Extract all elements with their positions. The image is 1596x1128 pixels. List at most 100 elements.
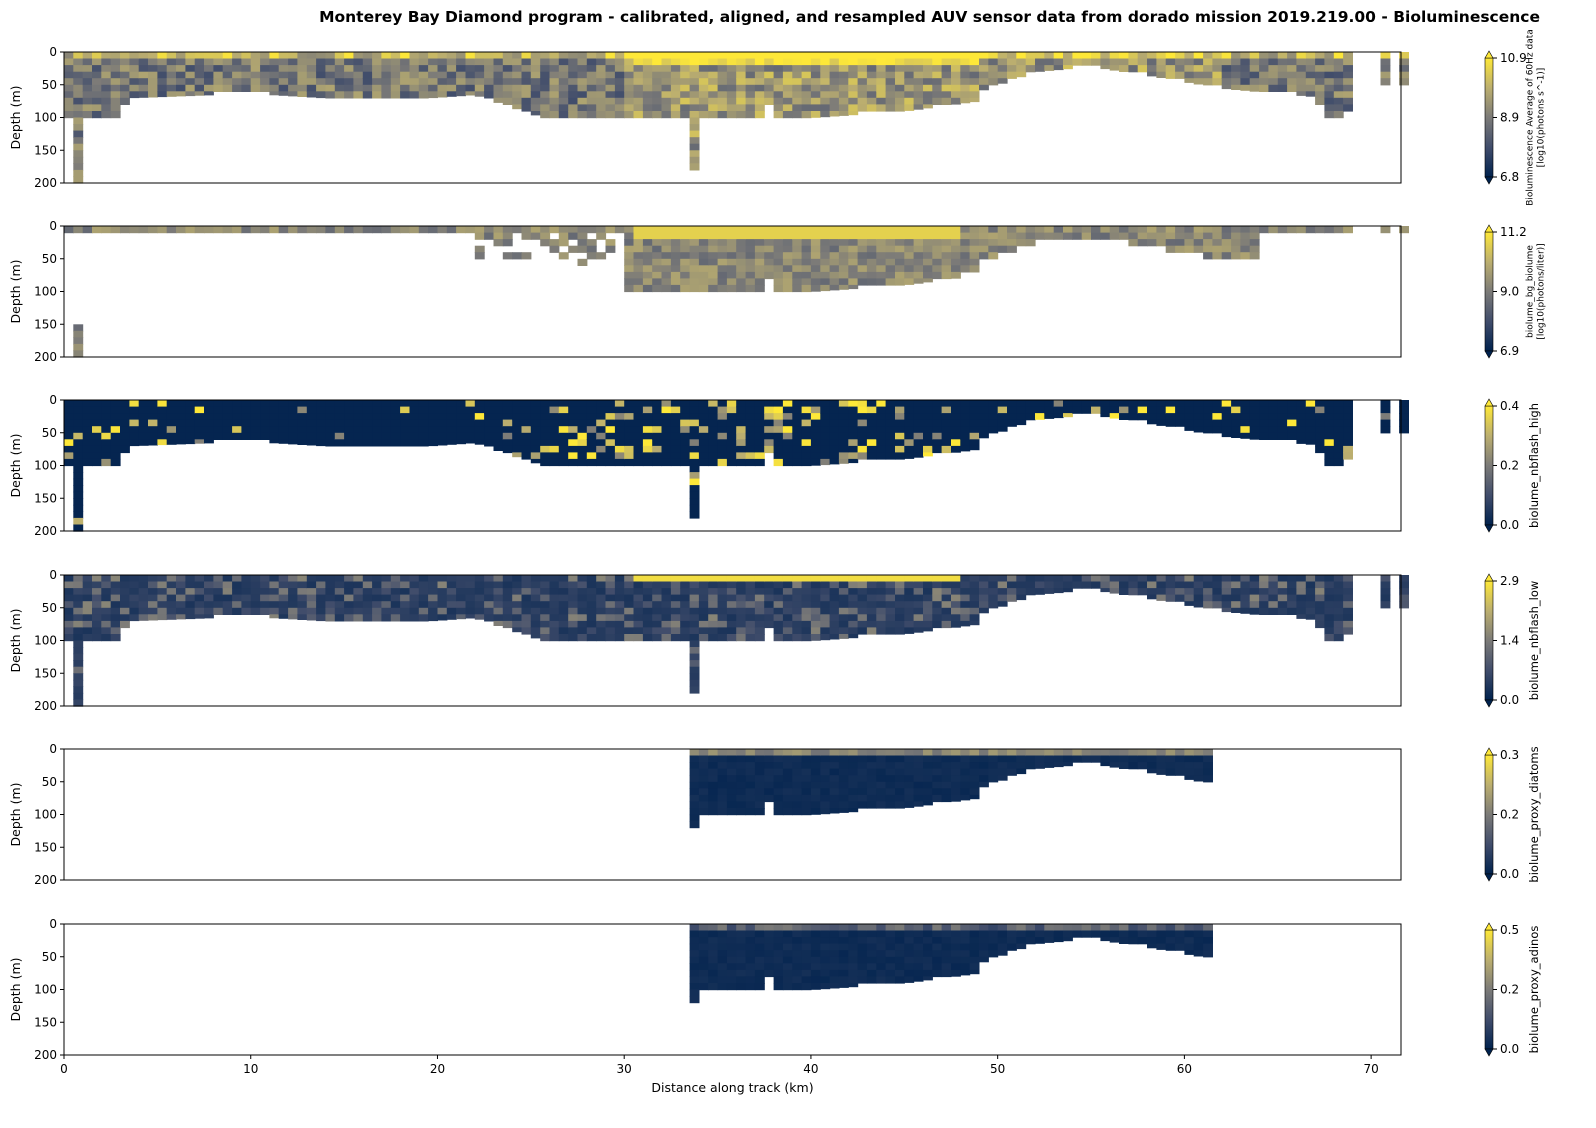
heatmap-cell [92, 458, 102, 467]
heatmap-cell [316, 413, 326, 421]
heatmap-cell [521, 406, 532, 414]
heatmap-cell [82, 419, 93, 427]
heatmap-cell [792, 239, 803, 247]
heatmap-cell [829, 601, 840, 609]
heatmap-cell [1240, 400, 1251, 408]
heatmap-cell [381, 588, 392, 596]
heatmap-cell [624, 265, 635, 273]
heatmap-cell [941, 930, 952, 938]
heatmap-cell [120, 419, 130, 427]
heatmap-cell [1193, 71, 1204, 79]
heatmap-cell [652, 413, 663, 421]
heatmap-cell [951, 78, 961, 86]
heatmap-cell [782, 445, 793, 454]
heatmap-cell [568, 458, 579, 467]
heatmap-cell [1156, 400, 1167, 408]
heatmap-cell [1296, 588, 1307, 596]
heatmap-cell [1137, 226, 1148, 234]
heatmap-cell [1175, 419, 1185, 427]
heatmap-cell [680, 607, 691, 615]
heatmap-cell [754, 258, 765, 266]
heatmap-cell [1305, 413, 1316, 421]
heatmap-cell [689, 627, 700, 635]
heatmap-cell [773, 426, 784, 434]
heatmap-cell [876, 924, 887, 932]
heatmap-cell [717, 252, 728, 260]
y-tick-label: 150 [34, 143, 57, 157]
heatmap-cell [540, 614, 551, 622]
heatmap-cell [941, 956, 952, 964]
heatmap-cell [1399, 601, 1409, 609]
heatmap-cell [1063, 52, 1073, 60]
heatmap-cell [558, 426, 569, 434]
heatmap-cell [1175, 755, 1185, 763]
heatmap-cell [754, 788, 765, 796]
heatmap-cell [838, 749, 849, 757]
heatmap-cell [138, 78, 149, 86]
heatmap-cell [661, 575, 672, 583]
heatmap-cell [596, 400, 607, 408]
heatmap-cell [157, 84, 168, 92]
heatmap-cell [185, 58, 196, 66]
heatmap-cell [773, 749, 784, 757]
heatmap-cell [736, 930, 747, 938]
heatmap-cell [838, 950, 849, 958]
heatmap-cell [838, 84, 849, 92]
colorbar-tick-label: 8.9 [1500, 111, 1519, 125]
heatmap-cell [288, 581, 298, 589]
heatmap-cell [745, 400, 756, 408]
heatmap-cell [624, 271, 635, 280]
heatmap-cell [64, 71, 74, 79]
heatmap-cell [474, 601, 485, 609]
heatmap-cell [157, 432, 168, 440]
heatmap-cell [689, 588, 700, 596]
heatmap-cell [951, 265, 961, 273]
heatmap-cell [680, 252, 691, 260]
heatmap-cell [176, 614, 186, 620]
heatmap-cell [1184, 755, 1195, 763]
heatmap-cell [876, 439, 887, 447]
heatmap-cell [680, 265, 691, 273]
heatmap-cell [782, 84, 793, 92]
heatmap-cell [829, 762, 840, 770]
heatmap-cell [558, 452, 569, 460]
heatmap-cell [185, 78, 196, 86]
heatmap-cell [923, 65, 933, 73]
heatmap-cell [941, 755, 952, 763]
heatmap-cell [624, 452, 635, 460]
heatmap-cell [988, 594, 999, 602]
heatmap-cell [670, 284, 681, 293]
heatmap-cell [1380, 581, 1391, 589]
heatmap-cell [362, 71, 373, 79]
heatmap-cell [773, 575, 784, 583]
heatmap-cell [493, 406, 504, 414]
heatmap-cell [614, 614, 625, 622]
heatmap-cell [969, 924, 980, 932]
heatmap-cell [801, 226, 812, 234]
heatmap-cell [829, 419, 840, 427]
heatmap-cell [605, 594, 616, 602]
heatmap-cell [1240, 588, 1251, 596]
heatmap-cell [92, 226, 102, 234]
heatmap-cell [773, 775, 784, 783]
heatmap-cell [1249, 607, 1260, 615]
heatmap-cell [222, 419, 233, 427]
heatmap-cell [829, 588, 840, 596]
heatmap-cell [838, 65, 849, 73]
heatmap-cell [1016, 943, 1027, 950]
heatmap-cell [1249, 239, 1260, 247]
heatmap-cell [792, 634, 803, 642]
heatmap-cell [1324, 419, 1335, 427]
heatmap-cell [1259, 581, 1269, 589]
heatmap-cell [792, 278, 803, 286]
heatmap-cell [1063, 575, 1073, 583]
heatmap-cell [1324, 226, 1335, 234]
heatmap-cell [530, 78, 541, 86]
heatmap-cell [1063, 413, 1073, 418]
heatmap-cell [213, 413, 224, 421]
heatmap-cell [913, 749, 924, 757]
heatmap-cell [1296, 71, 1307, 79]
heatmap-cell [736, 801, 747, 809]
heatmap-cell [1184, 937, 1195, 945]
heatmap-cell [428, 439, 438, 447]
